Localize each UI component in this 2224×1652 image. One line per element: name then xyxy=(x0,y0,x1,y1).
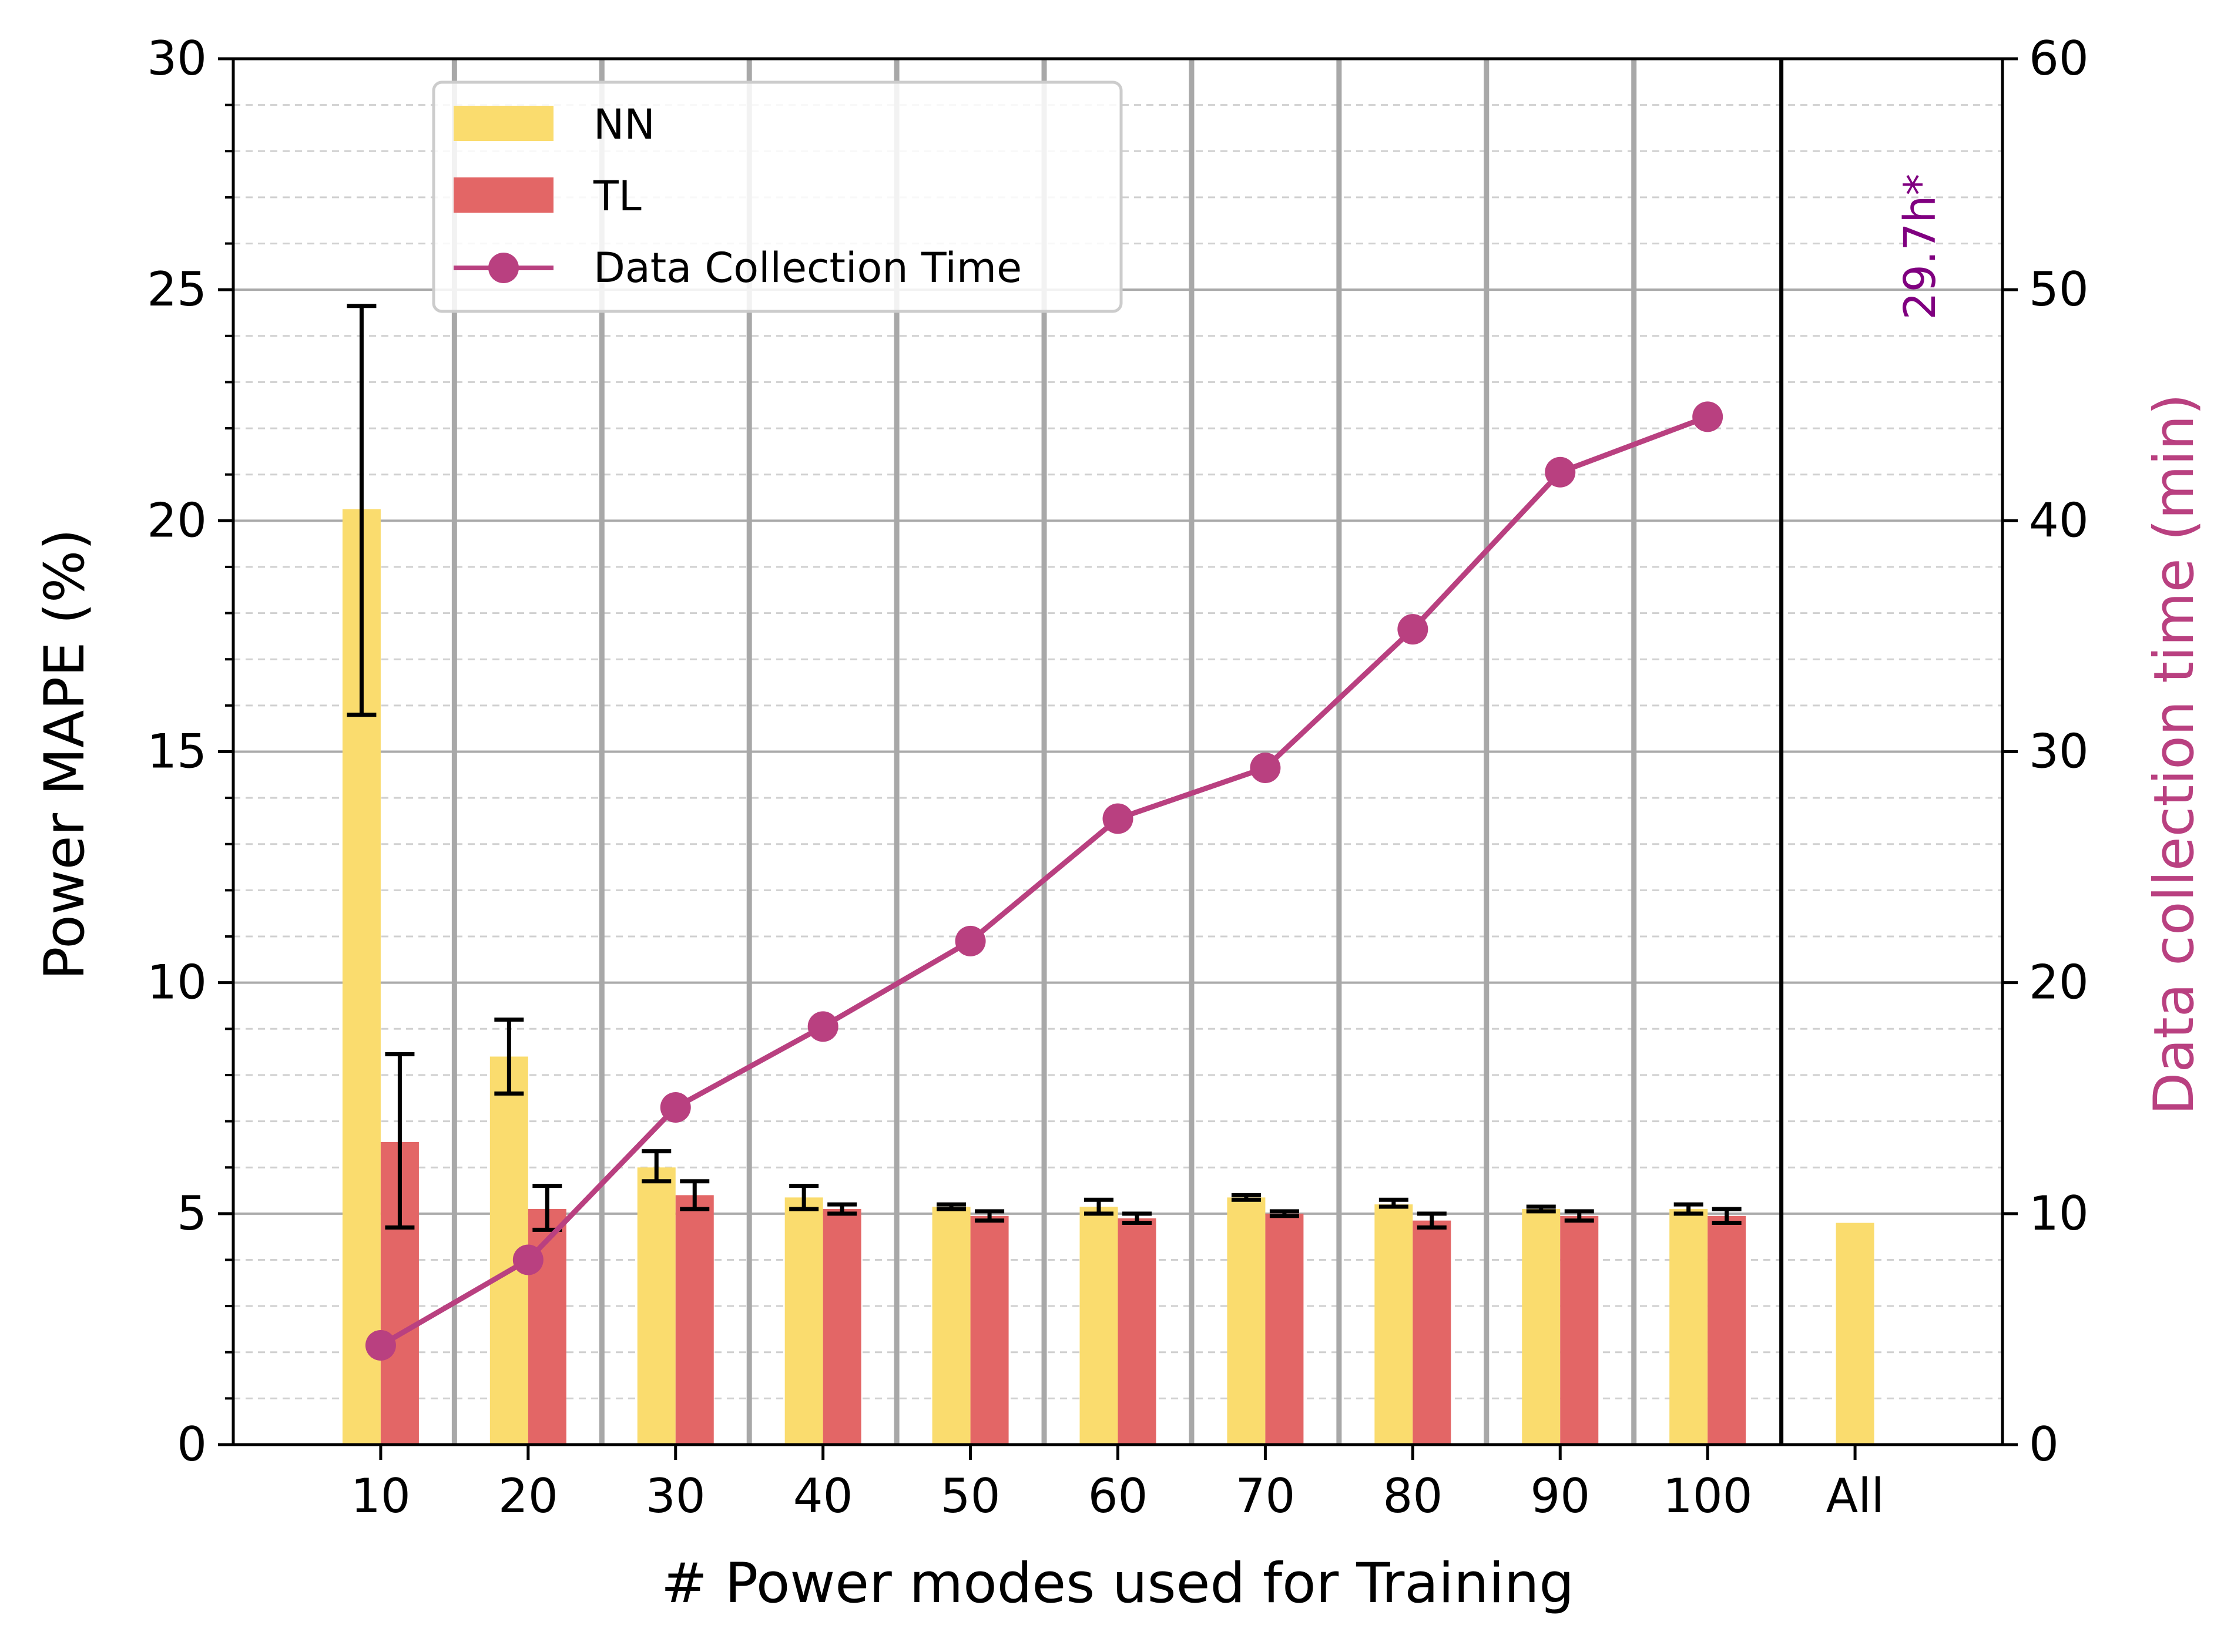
line-point xyxy=(955,925,986,956)
annotation-label: 29.7h* xyxy=(1895,174,1945,320)
right-y-tick-label: 30 xyxy=(2029,724,2089,779)
bar-tl xyxy=(1118,1218,1156,1445)
right-y-tick-label: 20 xyxy=(2029,955,2089,1010)
x-tick-label: All xyxy=(1826,1469,1884,1523)
bar-nn xyxy=(1227,1197,1266,1445)
errorbar-tl xyxy=(385,1052,415,1230)
errorbar-nn xyxy=(937,1202,967,1211)
legend-swatch-tl xyxy=(454,177,554,213)
errorbar-tl xyxy=(827,1202,857,1216)
errorbar-tl xyxy=(1564,1209,1594,1223)
bar-tl xyxy=(528,1208,566,1445)
line-layer xyxy=(365,401,1723,1361)
legend: NN TL Data Collection Time xyxy=(432,80,1123,313)
bar-tl xyxy=(1708,1216,1746,1445)
bar-layer xyxy=(342,509,1874,1445)
errorbar-nn xyxy=(1084,1197,1113,1216)
bar-nn xyxy=(1522,1208,1561,1445)
errorbar-nn xyxy=(347,304,377,717)
y-tick-label: 20 xyxy=(147,493,207,548)
bar-nn xyxy=(784,1197,823,1445)
x-axis-label: # Power modes used for Training xyxy=(661,1552,1574,1616)
errorbar-tl xyxy=(1712,1207,1742,1225)
x-tick-label: 80 xyxy=(1383,1469,1443,1523)
y-tick-label: 25 xyxy=(147,262,207,317)
y-axis-label: Power MAPE (%) xyxy=(33,529,97,980)
right-y-axis-label: Data collection time (min) xyxy=(2142,394,2206,1115)
line-point xyxy=(1692,401,1723,432)
errorbar-tl xyxy=(1269,1209,1299,1218)
right-y-tick-label: 0 xyxy=(2029,1417,2059,1472)
axis-layer: 0 5 10 15 20 25 30 0 10 20 30 40 50 60 10 20 30 40 50 60 70 8… xyxy=(147,31,2089,1523)
x-tick-label: 50 xyxy=(941,1469,1001,1523)
bar-nn xyxy=(1079,1207,1118,1445)
error-layer xyxy=(347,304,1742,1232)
errorbar-tl xyxy=(1122,1211,1152,1225)
line-point xyxy=(1250,753,1281,784)
y-tick-label: 0 xyxy=(177,1417,207,1472)
line-point xyxy=(1545,456,1576,488)
right-y-tick-label: 50 xyxy=(2029,262,2089,317)
bar-tl xyxy=(823,1208,861,1445)
y-tick-label: 5 xyxy=(177,1186,207,1241)
right-y-tick-label: 40 xyxy=(2029,493,2089,548)
bar-tl xyxy=(675,1195,714,1445)
x-tick-label: 20 xyxy=(498,1469,558,1523)
right-y-tick-label: 60 xyxy=(2029,31,2089,86)
bar-nn xyxy=(637,1167,676,1445)
legend-swatch-nn xyxy=(454,106,554,141)
x-tick-label: 70 xyxy=(1236,1469,1296,1523)
line-point xyxy=(512,1244,544,1275)
x-tick-label: 40 xyxy=(793,1469,853,1523)
errorbar-tl xyxy=(680,1179,710,1211)
bar-tl xyxy=(1413,1220,1451,1445)
x-tick-label: 60 xyxy=(1088,1469,1148,1523)
y-tick-label: 15 xyxy=(147,724,207,779)
line-point xyxy=(1397,614,1428,645)
x-tick-label: 30 xyxy=(646,1469,706,1523)
legend-label-tl: TL xyxy=(593,172,642,220)
line-point xyxy=(807,1011,838,1042)
errorbar-tl xyxy=(1417,1211,1447,1230)
line-point xyxy=(1102,803,1133,834)
errorbar-tl xyxy=(975,1209,1005,1223)
line-data-collection-time xyxy=(379,414,1709,1348)
x-tick-label: 100 xyxy=(1663,1469,1753,1523)
legend-label-time: Data Collection Time xyxy=(593,244,1022,292)
legend-label-nn: NN xyxy=(593,100,655,149)
bar-nn xyxy=(1836,1223,1874,1445)
bar-tl xyxy=(1265,1213,1304,1445)
line-point xyxy=(660,1092,691,1123)
legend-swatch-marker xyxy=(488,253,519,283)
legend-frame xyxy=(432,80,1123,313)
errorbar-nn xyxy=(1231,1193,1261,1202)
bar-nn xyxy=(1374,1204,1413,1445)
bar-tl xyxy=(970,1216,1009,1445)
right-y-tick-label: 10 xyxy=(2029,1186,2089,1241)
bar-nn xyxy=(932,1207,971,1445)
errorbar-nn xyxy=(789,1184,819,1211)
errorbar-nn xyxy=(1378,1197,1408,1209)
y-tick-label: 10 xyxy=(147,955,207,1010)
bar-nn xyxy=(1669,1208,1708,1445)
errorbar-nn xyxy=(1526,1204,1556,1214)
errorbar-nn xyxy=(1673,1202,1703,1216)
y-tick-label: 30 xyxy=(147,31,207,86)
x-tick-label: 10 xyxy=(351,1469,411,1523)
errorbar-nn xyxy=(494,1018,524,1096)
errorbar-nn xyxy=(642,1149,672,1184)
x-tick-label: 90 xyxy=(1530,1469,1590,1523)
bar-tl xyxy=(1560,1216,1599,1445)
line-point xyxy=(365,1329,396,1361)
